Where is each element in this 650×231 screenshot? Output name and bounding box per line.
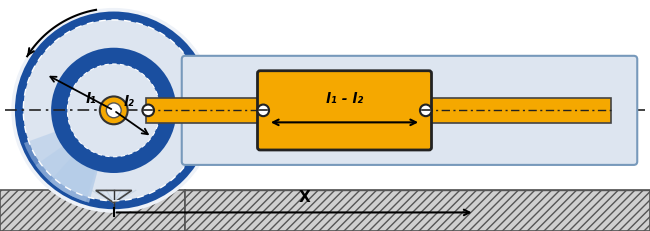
- Bar: [146, 98, 611, 124]
- Circle shape: [257, 105, 269, 117]
- Circle shape: [420, 105, 432, 117]
- Text: X: X: [298, 190, 310, 205]
- Circle shape: [68, 65, 160, 157]
- Bar: [185, 191, 650, 231]
- Circle shape: [107, 103, 121, 118]
- Text: l₁ - l₂: l₁ - l₂: [326, 92, 363, 106]
- FancyBboxPatch shape: [257, 71, 432, 150]
- FancyBboxPatch shape: [182, 57, 637, 165]
- Bar: [0, 191, 185, 231]
- Wedge shape: [36, 111, 114, 203]
- Wedge shape: [50, 111, 114, 202]
- Circle shape: [23, 21, 204, 201]
- Circle shape: [16, 14, 211, 208]
- Circle shape: [51, 49, 176, 173]
- Wedge shape: [24, 111, 114, 203]
- Circle shape: [100, 97, 127, 125]
- Text: l₁: l₁: [86, 92, 97, 106]
- Text: l₂: l₂: [124, 95, 135, 109]
- Circle shape: [105, 103, 122, 119]
- Circle shape: [142, 105, 154, 117]
- Circle shape: [11, 9, 216, 213]
